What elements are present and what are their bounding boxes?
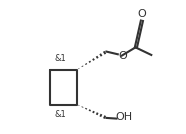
- Text: OH: OH: [115, 112, 132, 122]
- Text: O: O: [119, 51, 128, 61]
- Text: &1: &1: [55, 110, 67, 119]
- Text: &1: &1: [55, 54, 67, 63]
- Text: O: O: [137, 9, 146, 19]
